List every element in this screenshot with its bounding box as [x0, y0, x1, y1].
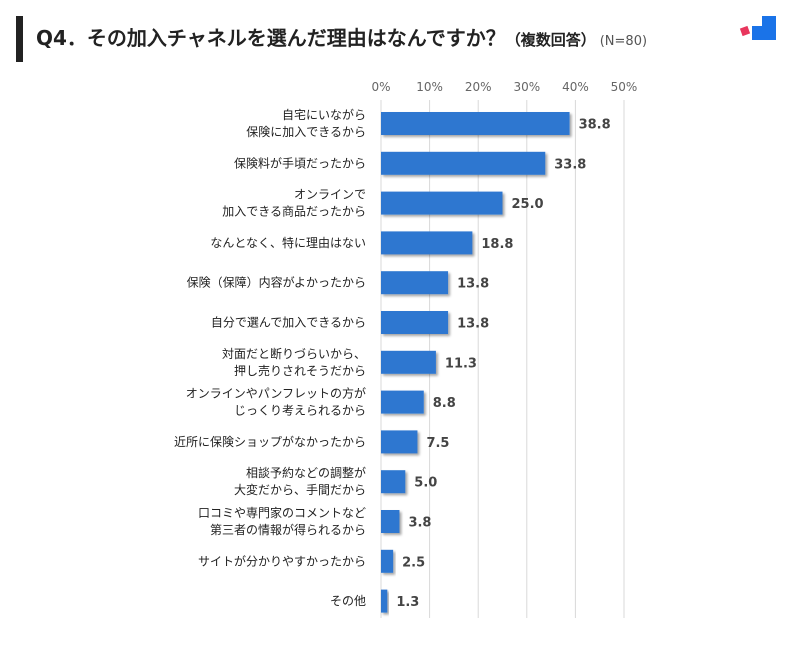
category-label: 保険料が手頃だったから [234, 155, 366, 170]
bar [381, 589, 388, 613]
bar [381, 151, 546, 175]
data-label: 13.8 [457, 317, 489, 332]
title-main: Q4．その加入チャネルを選んだ理由はなんですか？ [36, 26, 506, 50]
sample-size: (N=80) [599, 34, 648, 49]
x-tick-label: 20% [465, 80, 492, 94]
category-label: オンラインで加入できる商品だったから [222, 188, 366, 219]
data-label: 8.8 [433, 396, 456, 411]
category-label: 自分で選んで加入できるから [211, 316, 366, 330]
x-tick-label: 50% [611, 80, 638, 94]
bar [381, 231, 473, 255]
category-label: サイトが分かりやすかったから [198, 553, 366, 568]
category-label: オンラインやパンフレットの方がじっくり考えられるから [186, 386, 366, 418]
title-accent-bar [16, 16, 23, 62]
data-label: 33.8 [554, 157, 586, 172]
data-label: 25.0 [512, 197, 544, 212]
bar [381, 112, 570, 135]
bar [381, 430, 418, 454]
brand-logo-icon [739, 16, 776, 40]
data-label: 5.0 [414, 476, 437, 491]
x-tick-label: 0% [371, 80, 390, 94]
bar [381, 350, 436, 374]
bar [381, 510, 400, 533]
data-label: 7.5 [426, 436, 449, 451]
x-tick-label: 40% [562, 80, 589, 94]
bar [381, 470, 406, 494]
category-label: 保険（保障）内容がよかったから [187, 275, 366, 290]
bar [381, 271, 449, 295]
x-tick-label: 30% [513, 80, 540, 94]
x-tick-label: 10% [416, 80, 443, 94]
category-label: 相談予約などの調整が大変だから、手間だから [234, 465, 366, 497]
data-label: 13.8 [457, 277, 489, 292]
category-label: 対面だと断りづらいから、押し売りされそうだから [222, 346, 366, 378]
data-label: 1.3 [396, 595, 419, 610]
data-label: 2.5 [402, 555, 425, 570]
category-label: なんとなく、特に理由はない [210, 235, 366, 250]
data-label: 3.8 [408, 516, 431, 531]
category-label: 口コミや専門家のコメントなど第三者の情報が得られるから [198, 505, 366, 537]
category-label: その他 [330, 594, 366, 608]
bar [381, 311, 449, 334]
data-label: 38.8 [579, 118, 611, 133]
bar [381, 191, 503, 215]
category-label: 自宅にいながら保険に加入できるから [246, 107, 366, 139]
bar [381, 390, 424, 414]
data-label: 18.8 [481, 237, 513, 252]
chart-title: Q4．その加入チャネルを選んだ理由はなんですか？（複数回答） (N=80) [36, 22, 647, 51]
bar [381, 549, 394, 573]
title-subtitle: （複数回答） [505, 31, 596, 49]
data-label: 11.3 [445, 356, 477, 371]
category-label: 近所に保険ショップがなかったから [174, 434, 366, 449]
